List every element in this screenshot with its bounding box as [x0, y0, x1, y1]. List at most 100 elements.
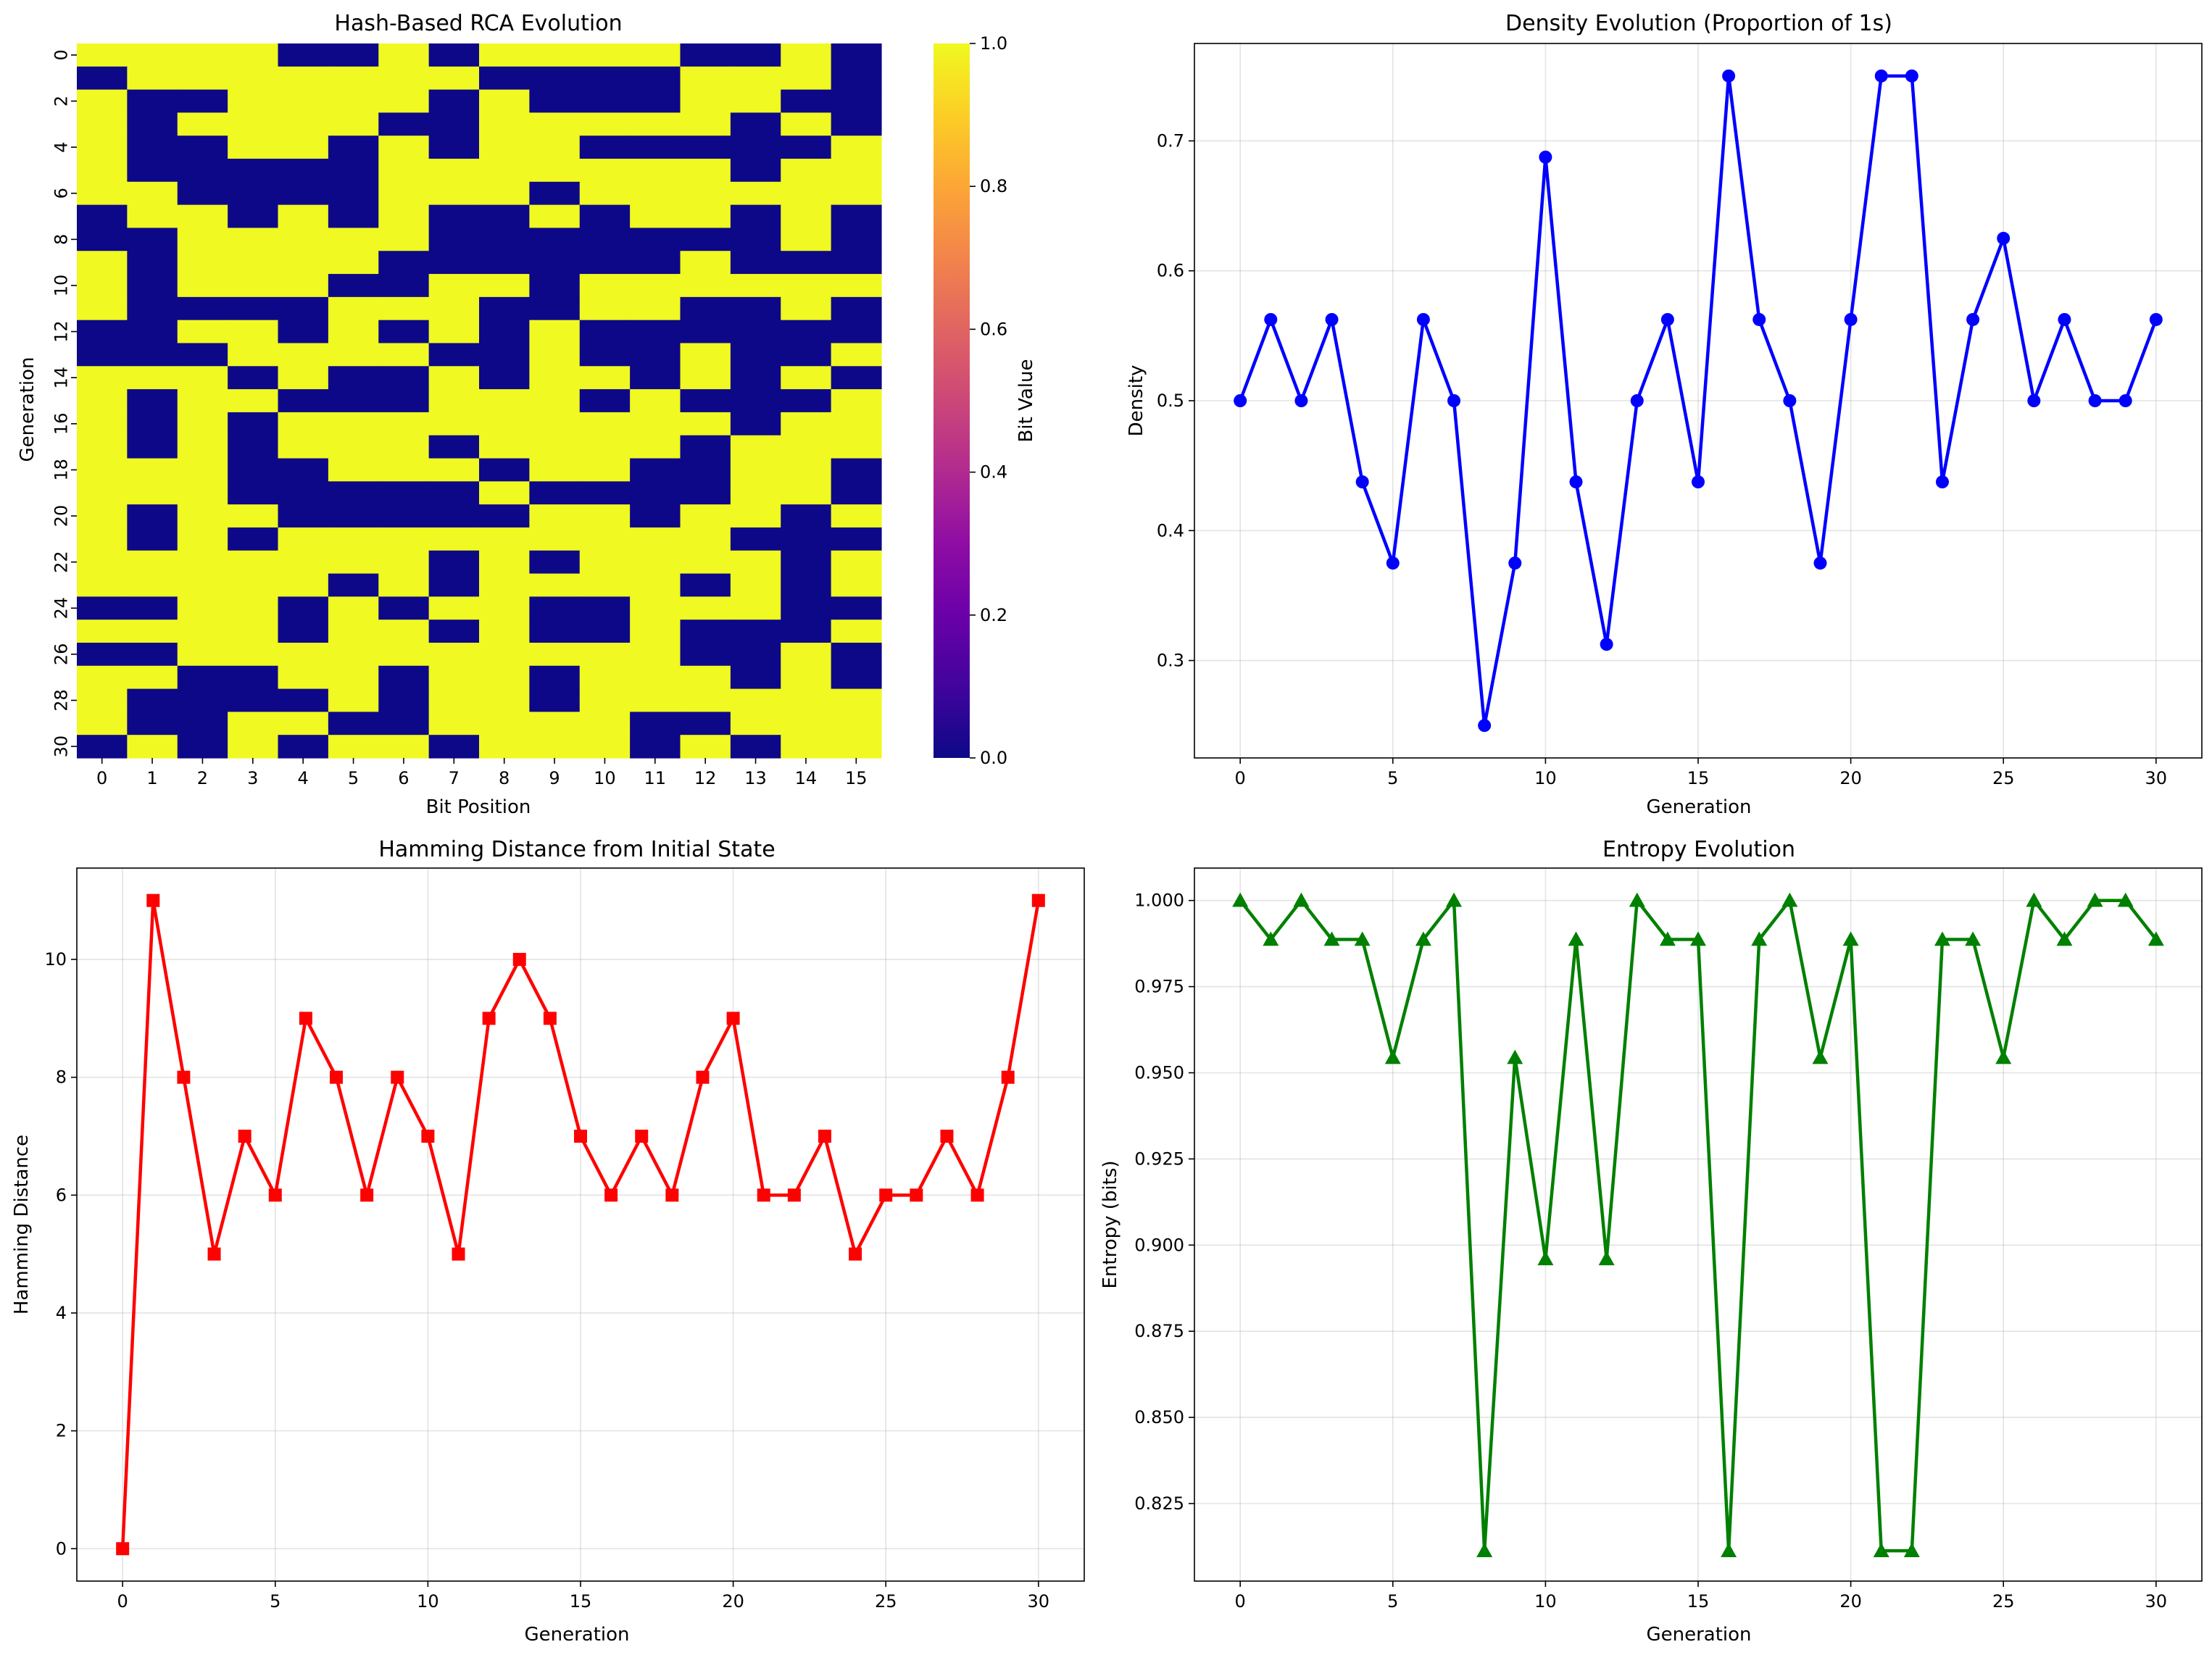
heatmap-cell	[278, 596, 329, 620]
data-point	[1476, 1543, 1493, 1557]
heatmap-cell	[579, 458, 631, 482]
heatmap-cell	[77, 620, 128, 643]
heatmap-cell	[529, 573, 581, 597]
heatmap-cell	[630, 527, 681, 551]
heatmap-cell	[228, 435, 279, 459]
heatmap-cell	[228, 274, 279, 298]
heatmap-cell	[479, 320, 530, 344]
heatmap-cell	[77, 366, 128, 390]
data-point	[482, 1012, 496, 1025]
heatmap-cell	[328, 274, 379, 298]
heatmap-cell	[228, 181, 279, 206]
heatmap-cell	[127, 504, 178, 528]
heatmap-cell	[630, 665, 681, 690]
heatmap-cell	[328, 43, 379, 67]
heatmap-cell	[127, 89, 178, 114]
heatmap-cell	[127, 112, 178, 136]
y-tick-label: 8	[56, 1067, 67, 1088]
heatmap-cell	[630, 412, 681, 436]
heatmap-cell	[730, 66, 781, 91]
heatmap-cell	[579, 435, 631, 459]
heatmap-cell	[278, 412, 329, 436]
heatmap-cell	[77, 665, 128, 690]
heatmap-cell	[831, 573, 882, 597]
heatmap-cell	[479, 228, 530, 251]
x-tick-label: 5	[270, 1591, 280, 1612]
heatmap-cell	[328, 458, 379, 482]
axis-ticks: 0 5 10 15 20 25 30 0 2 4 6 8 10	[44, 949, 1049, 1612]
heatmap-cell	[579, 527, 631, 551]
heatmap-cell	[378, 642, 430, 667]
heatmap-cell	[680, 251, 731, 275]
heatmap-cell	[781, 320, 832, 344]
heatmap-cell	[328, 320, 379, 344]
heatmap-cell	[127, 320, 178, 344]
heatmap-cell	[428, 504, 480, 528]
heatmap-cell	[378, 343, 430, 367]
x-tick-label: 10	[594, 768, 616, 788]
x-tick-label: 0	[1235, 1591, 1246, 1612]
data-point	[1690, 931, 1706, 946]
heatmap-cell	[579, 204, 631, 229]
heatmap-cell	[77, 688, 128, 712]
heatmap-cell	[77, 274, 128, 298]
entropy-y-axis-label: Entropy (bits)	[1099, 1160, 1121, 1288]
data-point	[2147, 931, 2164, 946]
hamming-y-axis-label: Hamming Distance	[11, 1135, 33, 1314]
heatmap-cell	[781, 389, 832, 413]
heatmap-cell	[378, 228, 430, 251]
heatmap-cell	[378, 688, 430, 712]
heatmap-cell	[730, 343, 781, 367]
heatmap-cell	[630, 251, 681, 275]
heatmap-cell	[730, 458, 781, 482]
heatmap-cell	[127, 481, 178, 505]
heatmap-cell	[278, 320, 329, 344]
heatmap-cell	[781, 504, 832, 528]
grid-lines	[77, 868, 1084, 1581]
y-tick-label: 4	[56, 1303, 67, 1323]
x-tick-label: 14	[795, 768, 818, 788]
heatmap-cell	[781, 159, 832, 183]
data-point	[1965, 931, 1982, 946]
x-tick-label: 15	[570, 1591, 592, 1612]
heatmap-cell	[730, 366, 781, 390]
colorbar-tick-label: 0.6	[980, 319, 1007, 339]
heatmap-cell	[680, 228, 731, 251]
heatmap-cell	[228, 228, 279, 251]
heatmap-cell	[378, 159, 430, 183]
heatmap-cell	[278, 550, 329, 575]
heatmap-cell	[529, 112, 581, 136]
heatmap-cell	[378, 481, 430, 505]
data-point	[1751, 931, 1768, 946]
x-tick-label: 20	[722, 1591, 744, 1612]
data-point	[910, 1188, 923, 1202]
data-point	[1568, 931, 1584, 946]
heatmap-cell	[177, 320, 228, 344]
heatmap-cell	[680, 435, 731, 459]
data-point	[1447, 394, 1461, 407]
colorbar: 0.0 0.2 0.4 0.6 0.8 1.0 Bit Value	[934, 33, 1037, 768]
heatmap-cell	[730, 112, 781, 136]
heatmap-cell	[378, 66, 430, 91]
x-tick-label: 15	[845, 768, 868, 788]
data-point	[330, 1070, 344, 1084]
heatmap-cell	[177, 43, 228, 67]
data-point	[1995, 1049, 2012, 1064]
heatmap-cell	[177, 66, 228, 91]
data-point	[543, 1012, 557, 1025]
heatmap-cell	[831, 620, 882, 643]
plot-frame	[1194, 867, 2203, 1582]
x-tick-label: 30	[1028, 1591, 1050, 1612]
heatmap-cell	[428, 43, 480, 67]
heatmap-cell	[278, 89, 329, 114]
heatmap-cell	[228, 735, 279, 759]
heatmap-cell	[579, 504, 631, 528]
heatmap-cell	[378, 412, 430, 436]
heatmap-cell	[579, 735, 631, 759]
heatmap-cell	[328, 343, 379, 367]
heatmap-cell	[77, 481, 128, 505]
heatmap-cell	[428, 665, 480, 690]
data-point	[818, 1130, 831, 1143]
heatmap-cell	[579, 112, 631, 136]
heatmap-cell	[378, 89, 430, 114]
